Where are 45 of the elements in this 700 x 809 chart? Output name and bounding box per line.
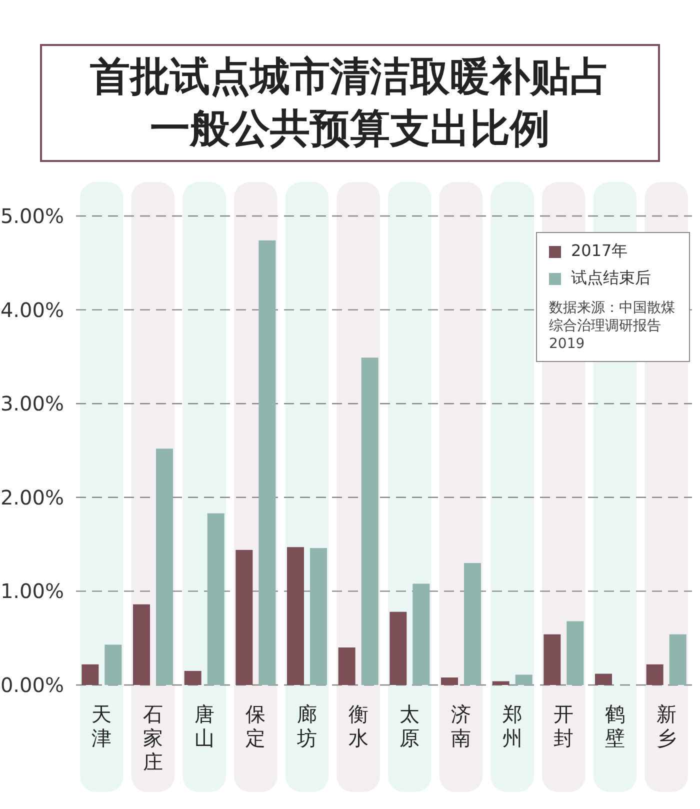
bar <box>646 664 664 685</box>
x-tick-label: 开封 <box>554 702 574 750</box>
bar <box>566 621 584 685</box>
x-tick-label: 郑州 <box>502 702 522 750</box>
y-tick-label: 1.00% <box>0 579 64 604</box>
bar <box>310 548 327 685</box>
bar <box>287 547 304 685</box>
bar <box>464 563 481 685</box>
legend-label: 2017年 <box>571 241 628 262</box>
bar <box>156 448 173 685</box>
bar <box>258 240 276 685</box>
y-tick-label: 5.00% <box>0 204 64 228</box>
x-tick-label: 衡水 <box>348 702 368 750</box>
bar <box>82 664 99 685</box>
bar <box>184 670 202 685</box>
x-tick-label: 天津 <box>92 702 112 750</box>
bar <box>595 674 612 685</box>
bar <box>515 674 532 685</box>
x-tick-label: 新乡 <box>656 702 676 750</box>
bar <box>412 584 430 685</box>
bar <box>441 677 458 685</box>
bar <box>492 681 510 685</box>
chart-title: 首批试点城市清洁取暖补贴占一般公共预算支出比例 <box>40 44 660 162</box>
y-tick-label: 2.00% <box>0 485 64 510</box>
bar <box>669 634 686 685</box>
x-tick-label: 廊坊 <box>297 702 317 750</box>
legend-label: 试点结束后 <box>571 268 651 289</box>
bar <box>338 647 356 685</box>
bar <box>236 550 253 685</box>
y-tick-label: 4.00% <box>0 298 64 322</box>
bar <box>361 358 378 685</box>
x-tick-label: 济南 <box>451 702 471 750</box>
y-tick-label: 0.00% <box>0 673 64 697</box>
x-tick-label: 鹤壁 <box>605 702 625 750</box>
x-tick-label: 太原 <box>400 702 420 750</box>
x-tick-label: 保定 <box>246 702 266 750</box>
annotation: 数据来源：中国散煤综合治理调研报告2019 <box>549 299 676 353</box>
x-tick-label: 石家庄 <box>143 702 163 774</box>
bar <box>390 612 407 685</box>
x-tick-label: 唐山 <box>194 702 214 750</box>
bar <box>207 513 224 685</box>
bar <box>544 634 561 685</box>
bar <box>133 604 150 685</box>
y-tick-label: 3.00% <box>0 392 64 416</box>
bar <box>104 644 122 685</box>
